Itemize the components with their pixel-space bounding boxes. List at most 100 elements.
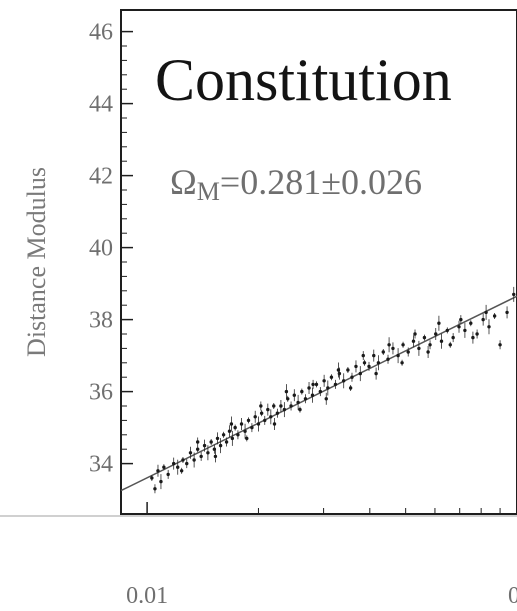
data-point bbox=[229, 422, 234, 426]
data-point bbox=[372, 353, 376, 358]
data-point bbox=[381, 350, 385, 354]
data-point bbox=[326, 386, 330, 390]
data-point bbox=[417, 346, 421, 351]
data-point bbox=[314, 382, 319, 387]
data-point bbox=[221, 433, 226, 437]
y-tick-label: 40 bbox=[89, 236, 113, 262]
data-point bbox=[484, 310, 488, 315]
data-point bbox=[227, 429, 232, 433]
data-point bbox=[333, 382, 338, 387]
plot-frame bbox=[120, 9, 517, 515]
data-point bbox=[354, 364, 358, 369]
data-point bbox=[292, 393, 297, 397]
data-point bbox=[481, 317, 485, 322]
data-point bbox=[341, 379, 346, 383]
data-point bbox=[376, 361, 381, 365]
data-point bbox=[206, 451, 210, 455]
data-point bbox=[387, 343, 391, 347]
data-point bbox=[413, 332, 417, 336]
data-point bbox=[185, 461, 189, 466]
data-point bbox=[512, 292, 516, 297]
data-point bbox=[422, 335, 427, 340]
data-point bbox=[230, 436, 235, 441]
data-point bbox=[298, 407, 302, 412]
data-point bbox=[275, 411, 280, 415]
data-point bbox=[428, 343, 432, 347]
data-point bbox=[451, 335, 455, 340]
y-axis: 34 36 38 40 42 44 46 bbox=[89, 20, 133, 478]
data-point bbox=[492, 314, 497, 318]
data-point bbox=[300, 389, 304, 394]
data-point bbox=[256, 422, 261, 426]
y-tick-label: 34 bbox=[89, 452, 113, 478]
data-point bbox=[166, 472, 170, 477]
data-point bbox=[386, 357, 390, 361]
data-point bbox=[181, 458, 185, 462]
data-point bbox=[475, 332, 479, 336]
omega-symbol: Ω bbox=[170, 162, 197, 202]
y-tick-label: 38 bbox=[89, 308, 113, 334]
data-point bbox=[307, 386, 311, 390]
fit-line-layer bbox=[120, 295, 517, 492]
data-point bbox=[282, 407, 287, 412]
data-point bbox=[263, 418, 267, 423]
data-point bbox=[213, 454, 218, 459]
data-point bbox=[445, 328, 450, 333]
data-point bbox=[348, 386, 353, 390]
data-point bbox=[195, 447, 200, 451]
data-point bbox=[179, 469, 184, 473]
data-point bbox=[272, 422, 277, 426]
data-point bbox=[362, 361, 367, 365]
data-point bbox=[311, 382, 315, 387]
data-point bbox=[159, 479, 163, 484]
data-point bbox=[498, 343, 502, 347]
data-point bbox=[505, 310, 509, 315]
data-point bbox=[367, 364, 371, 369]
y-axis-label: Distance Modulus bbox=[22, 167, 51, 357]
data-point bbox=[253, 415, 257, 419]
data-point bbox=[195, 440, 200, 444]
data-point bbox=[396, 353, 400, 358]
fit-line bbox=[120, 295, 517, 492]
data-point bbox=[457, 325, 461, 329]
data-point bbox=[239, 422, 244, 426]
data-point bbox=[439, 339, 444, 343]
data-point bbox=[336, 368, 341, 372]
data-point bbox=[250, 425, 254, 430]
data-point bbox=[289, 404, 293, 408]
y-tick-label: 36 bbox=[89, 380, 113, 406]
data-point bbox=[437, 321, 441, 325]
data-point bbox=[374, 371, 378, 376]
data-point bbox=[212, 447, 217, 451]
omega-value: =0.281±0.026 bbox=[220, 162, 422, 202]
data-point bbox=[162, 465, 166, 469]
omega-subscript: M bbox=[197, 177, 220, 206]
data-point bbox=[192, 458, 196, 462]
data-point bbox=[218, 443, 223, 448]
data-point bbox=[224, 440, 229, 444]
data-point bbox=[269, 415, 273, 419]
data-point bbox=[406, 350, 410, 354]
data-point bbox=[202, 443, 207, 448]
chart-title: Constitution bbox=[155, 47, 452, 113]
data-point bbox=[318, 389, 323, 394]
x-tick-label: 0.01 bbox=[126, 583, 168, 609]
data-point bbox=[487, 325, 491, 329]
data-point bbox=[324, 397, 328, 401]
data-point bbox=[434, 332, 438, 336]
data-point bbox=[279, 404, 283, 408]
y-tick-label: 42 bbox=[89, 164, 113, 190]
data-point bbox=[463, 328, 467, 333]
data-point bbox=[259, 411, 264, 415]
x-axis: 0.01 0. bbox=[126, 502, 517, 609]
data-point bbox=[358, 371, 362, 376]
data-point bbox=[176, 465, 180, 469]
data-point bbox=[322, 379, 326, 383]
data-point bbox=[448, 343, 452, 347]
data-point bbox=[215, 436, 220, 441]
data-point bbox=[243, 429, 247, 433]
data-point bbox=[246, 418, 251, 423]
data-point bbox=[233, 425, 237, 430]
data-point bbox=[272, 404, 276, 408]
